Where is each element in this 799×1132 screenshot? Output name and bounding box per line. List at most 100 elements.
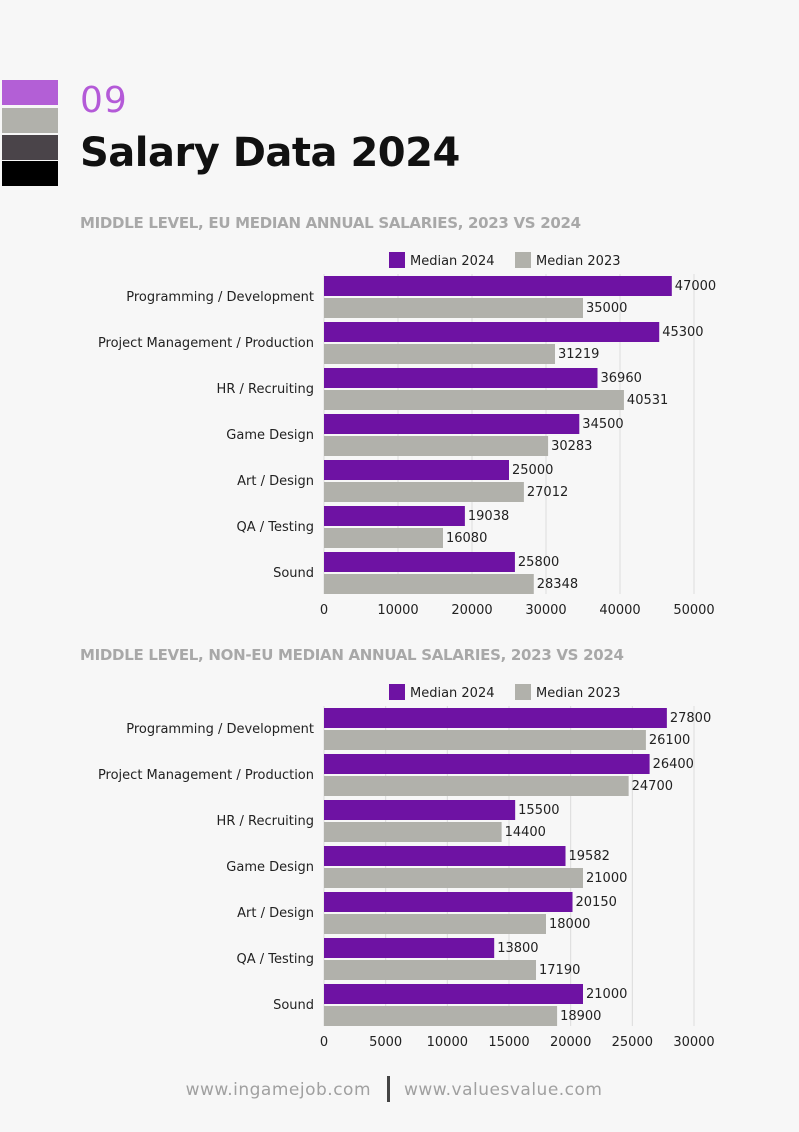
bar-2024: [324, 414, 580, 434]
x-tick-label: 0: [320, 603, 328, 618]
x-tick-label: 30000: [673, 1035, 714, 1050]
bar-value-label-2023: 30283: [551, 439, 592, 454]
bar-2024: [324, 754, 650, 774]
category-label: Sound: [273, 998, 314, 1013]
legend-label-2023: Median 2023: [536, 254, 621, 269]
bar-2023: [324, 776, 629, 796]
bar-2024: [324, 800, 516, 820]
bar-value-label-2024: 21000: [586, 987, 627, 1002]
bar-2024: [324, 460, 509, 480]
x-tick-label: 25000: [612, 1035, 653, 1050]
bar-2023: [324, 528, 443, 548]
bar-2024: [324, 276, 672, 296]
bar-value-label-2024: 19582: [569, 849, 610, 864]
bar-2023: [324, 436, 549, 456]
legend-label-2024: Median 2024: [410, 686, 495, 701]
bar-2024: [324, 708, 667, 728]
legend-label-2024: Median 2024: [410, 254, 495, 269]
legend-swatch-2024: [389, 252, 405, 268]
legend-label-2023: Median 2023: [536, 686, 621, 701]
non-eu-salary-chart: Median 2024 Median 2023 0 5000 10000 15000 200…: [98, 684, 715, 1050]
footer-divider: [387, 1076, 390, 1102]
bar-value-label-2023: 18000: [549, 917, 590, 932]
x-tick-label: 10000: [427, 1035, 468, 1050]
bar-value-label-2024: 27800: [670, 711, 711, 726]
x-tick-label: 0: [320, 1035, 328, 1050]
bar-2023: [324, 822, 502, 842]
legend-swatch-2023: [515, 684, 531, 700]
swatch-dark-gray: [2, 135, 58, 160]
bar-2024: [324, 892, 573, 912]
bar-value-label-2024: 26400: [653, 757, 694, 772]
swatch-purple: [2, 80, 58, 105]
bar-value-label-2024: 13800: [497, 941, 538, 956]
bar-2023: [324, 960, 537, 980]
bar-2023: [324, 730, 646, 750]
x-tick-label: 15000: [488, 1035, 529, 1050]
bar-value-label-2023: 24700: [632, 779, 673, 794]
bar-value-label-2024: 45300: [662, 325, 703, 340]
bar-2024: [324, 368, 598, 388]
category-label: Project Management / Production: [98, 336, 314, 351]
bar-2023: [324, 298, 583, 318]
category-label: QA / Testing: [237, 952, 314, 967]
bar-value-label-2023: 26100: [649, 733, 690, 748]
bar-value-label-2024: 25800: [518, 555, 559, 570]
bar-value-label-2024: 19038: [468, 509, 509, 524]
bar-2024: [324, 984, 583, 1004]
x-tick-label: 20000: [550, 1035, 591, 1050]
legend-swatch-2023: [515, 252, 531, 268]
chart-non-eu-title: MIDDLE LEVEL, NON-EU MEDIAN ANNUAL SALAR…: [80, 646, 624, 664]
swatch-light-gray: [2, 108, 58, 133]
page-number: 09: [80, 80, 128, 121]
bar-value-label-2024: 47000: [675, 279, 716, 294]
bar-value-label-2024: 34500: [582, 417, 623, 432]
bar-value-label-2023: 16080: [446, 531, 487, 546]
bar-2024: [324, 552, 515, 572]
category-label: HR / Recruiting: [217, 382, 314, 397]
x-tick-label: 40000: [599, 603, 640, 618]
chart-eu-title: MIDDLE LEVEL, EU MEDIAN ANNUAL SALARIES,…: [80, 214, 581, 232]
category-label: Programming / Development: [126, 290, 314, 305]
x-tick-label: 10000: [377, 603, 418, 618]
bar-2024: [324, 846, 566, 866]
bar-value-label-2024: 15500: [518, 803, 559, 818]
category-label: Programming / Development: [126, 722, 314, 737]
bar-value-label-2023: 27012: [527, 485, 568, 500]
bar-2023: [324, 914, 546, 934]
bar-value-label-2023: 31219: [558, 347, 599, 362]
eu-salary-chart: Median 2024 Median 2023 0 10000 20000 30000 40…: [98, 252, 716, 618]
bar-2023: [324, 482, 524, 502]
bar-2024: [324, 322, 660, 342]
x-tick-label: 20000: [451, 603, 492, 618]
bar-value-label-2023: 21000: [586, 871, 627, 886]
category-label: Game Design: [226, 428, 314, 443]
category-label: Sound: [273, 566, 314, 581]
bar-value-label-2024: 20150: [576, 895, 617, 910]
bar-2023: [324, 344, 556, 364]
x-tick-label: 5000: [369, 1035, 402, 1050]
footer-link-valuesvalue[interactable]: www.valuesvalue.com: [404, 1080, 603, 1100]
category-label: QA / Testing: [237, 520, 314, 535]
page-title: Salary Data 2024: [80, 130, 460, 176]
bar-value-label-2023: 28348: [537, 577, 578, 592]
bar-2024: [324, 938, 495, 958]
category-label: Art / Design: [237, 474, 314, 489]
bar-value-label-2023: 17190: [539, 963, 580, 978]
footer-link-ingamejob[interactable]: www.ingamejob.com: [185, 1080, 371, 1100]
bar-value-label-2023: 35000: [586, 301, 627, 316]
bar-value-label-2023: 18900: [560, 1009, 601, 1024]
category-label: Project Management / Production: [98, 768, 314, 783]
bar-2023: [324, 868, 583, 888]
category-label: Art / Design: [237, 906, 314, 921]
category-label: HR / Recruiting: [217, 814, 314, 829]
category-label: Game Design: [226, 860, 314, 875]
x-tick-label: 50000: [673, 603, 714, 618]
swatch-black: [2, 161, 58, 186]
bar-value-label-2024: 36960: [601, 371, 642, 386]
bar-2023: [324, 574, 534, 594]
bar-2023: [324, 1006, 558, 1026]
x-tick-label: 30000: [525, 603, 566, 618]
bar-2023: [324, 390, 624, 410]
legend-swatch-2024: [389, 684, 405, 700]
